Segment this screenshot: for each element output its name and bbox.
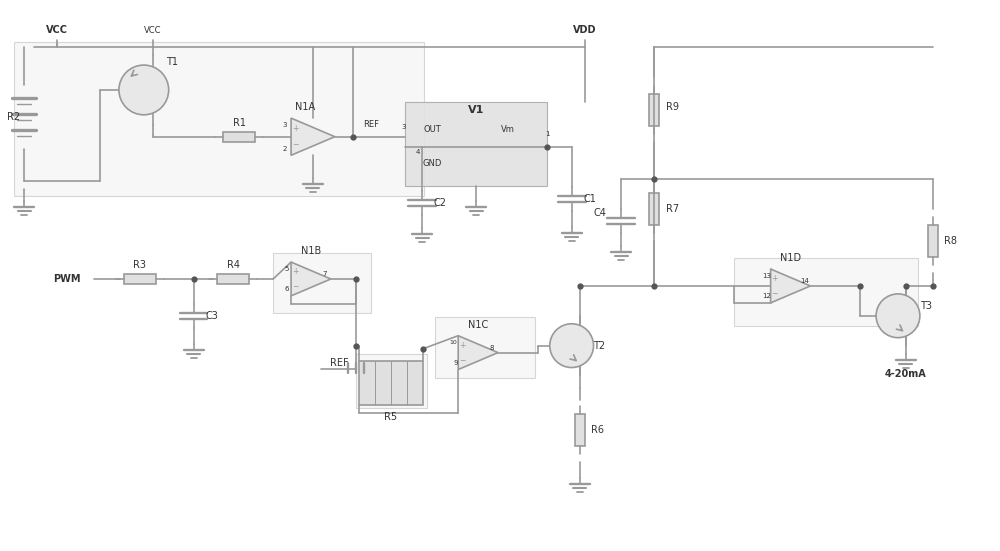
Polygon shape: [291, 118, 335, 155]
Text: PWM: PWM: [53, 274, 81, 284]
Text: N1D: N1D: [780, 253, 801, 263]
Text: 10: 10: [449, 340, 457, 345]
Text: N1A: N1A: [295, 102, 315, 112]
Text: 8: 8: [490, 344, 494, 350]
Bar: [435, 317, 535, 379]
Text: −: −: [292, 282, 298, 291]
Text: −: −: [459, 356, 465, 365]
Text: OUT: OUT: [423, 125, 441, 134]
Text: C2: C2: [434, 198, 447, 208]
Bar: [928, 225, 938, 257]
Polygon shape: [458, 336, 498, 370]
Text: R5: R5: [384, 412, 398, 422]
Text: +: +: [292, 267, 298, 276]
Text: C1: C1: [583, 195, 596, 204]
Text: 4-20mA: 4-20mA: [885, 369, 927, 379]
Bar: [14, 42, 424, 196]
Text: 14: 14: [800, 278, 809, 284]
Text: 3: 3: [401, 124, 406, 129]
Text: +: +: [292, 124, 298, 133]
Text: 12: 12: [762, 293, 771, 299]
Text: 5: 5: [285, 266, 289, 272]
Text: C3: C3: [205, 311, 218, 321]
Text: C4: C4: [593, 208, 606, 218]
Text: T3: T3: [920, 301, 932, 311]
Text: REF: REF: [330, 358, 348, 368]
Bar: [649, 94, 659, 126]
Bar: [356, 354, 427, 408]
Text: 2: 2: [283, 145, 287, 152]
Text: R4: R4: [227, 260, 240, 270]
Polygon shape: [291, 262, 331, 296]
Text: N1B: N1B: [301, 246, 321, 256]
Bar: [575, 414, 585, 446]
Text: 6: 6: [285, 286, 289, 292]
Bar: [359, 360, 423, 406]
Text: Vm: Vm: [501, 125, 515, 134]
Circle shape: [876, 294, 920, 338]
Bar: [405, 102, 547, 186]
Text: 9: 9: [454, 360, 458, 365]
Bar: [734, 258, 918, 326]
Text: GND: GND: [423, 159, 442, 168]
Text: 1: 1: [546, 131, 550, 137]
Text: VCC: VCC: [144, 26, 162, 35]
Polygon shape: [771, 269, 810, 303]
Text: N1C: N1C: [468, 320, 488, 329]
Text: −: −: [292, 141, 298, 149]
Text: R3: R3: [133, 260, 146, 270]
Text: 3: 3: [283, 122, 287, 128]
Text: 13: 13: [762, 273, 771, 279]
Text: REF: REF: [363, 120, 379, 129]
Text: VCC: VCC: [46, 25, 68, 35]
Text: T2: T2: [593, 341, 606, 350]
Text: VDD: VDD: [573, 25, 596, 35]
Text: R9: R9: [666, 102, 679, 112]
Bar: [273, 253, 371, 313]
Text: −: −: [771, 289, 778, 298]
Bar: [124, 274, 156, 284]
Text: +: +: [459, 341, 465, 349]
Text: T1: T1: [166, 57, 178, 67]
Bar: [217, 274, 249, 284]
Text: R2: R2: [7, 112, 21, 122]
Text: R8: R8: [944, 236, 957, 246]
Text: 4: 4: [415, 149, 420, 155]
Text: R1: R1: [233, 118, 246, 128]
Circle shape: [119, 65, 169, 115]
Text: +: +: [771, 274, 778, 283]
Text: R6: R6: [591, 425, 604, 435]
Bar: [649, 193, 659, 225]
Bar: [223, 132, 255, 142]
Circle shape: [550, 324, 594, 368]
Text: V1: V1: [468, 105, 484, 115]
Text: 7: 7: [323, 271, 327, 277]
Text: R7: R7: [666, 204, 679, 214]
